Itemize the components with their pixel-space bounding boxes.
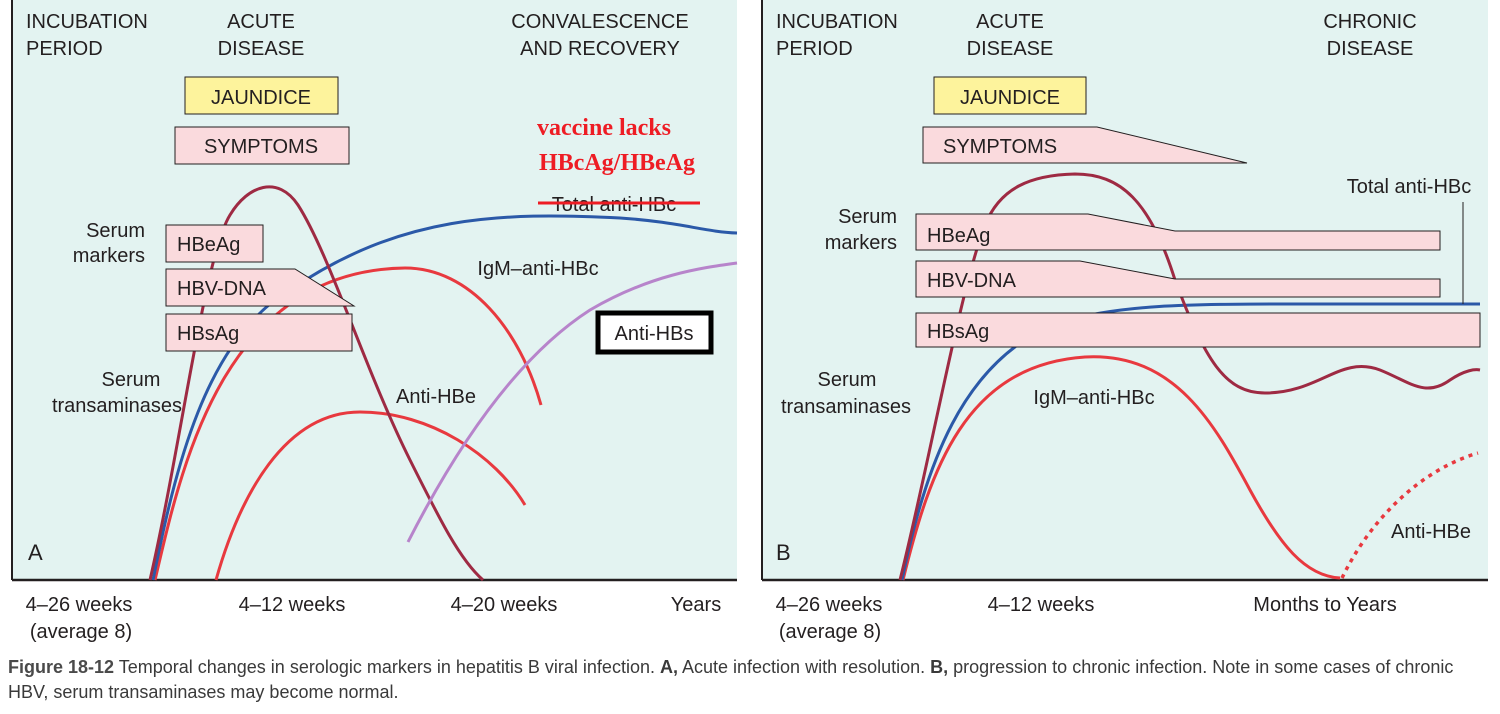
panel-b-incubation-line1: INCUBATION [776, 11, 898, 33]
caption-text-1: Temporal changes in serologic markers in… [114, 657, 660, 677]
panel-a-anti-hbs-curve [406, 261, 738, 543]
panel-a-symptoms-label: SYMPTOMS [204, 136, 318, 158]
panel-a-tick-years: Years [671, 594, 721, 616]
panel-a-serum-transaminases-line1: Serum [102, 369, 161, 391]
panel-a-total-anti-hbc-label: Total anti-HBc [552, 194, 677, 216]
caption-b-label: B, [930, 657, 949, 677]
panel-a-anti-hbe-curve [214, 410, 527, 581]
panel-a-hbeag-box [165, 224, 264, 263]
panel-a-annotation-line2: HBcAg/HBeAg [539, 150, 695, 176]
hbv-serology-figure: INCUBATION PERIOD ACUTE DISEASE CONVALES… [11, 0, 1488, 643]
panel-b-jaundice-label: JAUNDICE [960, 87, 1060, 109]
panel-a-annotation-line1: vaccine lacks [537, 115, 671, 141]
panel-a-anti-hbs-label: Anti-HBs [615, 323, 694, 345]
panel-b-hbv-dna-label: HBV-DNA [927, 270, 1017, 292]
panel-b-tick-incubation: 4–26 weeks [776, 594, 883, 616]
panel-b-chronic-line2: DISEASE [1327, 38, 1414, 60]
panel-a-hbv-dna-box [165, 268, 356, 307]
panel-b-incubation-line2: PERIOD [776, 38, 853, 60]
panel-b-tick-average: (average 8) [779, 621, 881, 643]
panel-b-igm-anti-hbc-curve [901, 355, 1341, 581]
panel-a-total-anti-hbc-curve [151, 214, 738, 581]
panel-b-acute-line2: DISEASE [967, 38, 1054, 60]
panel-a-jaundice-label: JAUNDICE [211, 87, 311, 109]
panel-a-letter: A [28, 540, 43, 565]
panel-b-hbeag-box [915, 213, 1441, 251]
panel-a-hbv-dna-label: HBV-DNA [177, 278, 267, 300]
panel-b-hbsag-label: HBsAg [927, 321, 989, 343]
caption-a-label: A, [659, 657, 678, 677]
panel-a-recovery-line1: CONVALESCENCE [511, 11, 688, 33]
panel-a-tick-average: (average 8) [30, 621, 132, 643]
panel-b-anti-hbe-label: Anti-HBe [1391, 521, 1471, 543]
panel-b-letter: B [776, 540, 791, 565]
panel-b-symptoms-label: SYMPTOMS [943, 136, 1057, 158]
panel-a-transaminases-curve [148, 185, 484, 582]
panel-a-tick-acute: 4–12 weeks [239, 594, 346, 616]
panel-b-tick-chronic: Months to Years [1253, 594, 1396, 616]
panel-a-hbsag-box [165, 313, 353, 352]
caption-text-2: Acute infection with resolution. [677, 657, 931, 677]
caption-figure-number: Figure 18-12 [8, 657, 115, 677]
panel-a-jaundice-box [184, 76, 339, 115]
panel-a-igm-anti-hbc-label: IgM–anti-HBc [477, 258, 598, 280]
panel-b-serum-transaminases-line1: Serum [818, 369, 877, 391]
panel-a-tick-incubation: 4–26 weeks [26, 594, 133, 616]
panel-a-acute-line2: DISEASE [218, 38, 305, 60]
panel-b-igm-anti-hbc-label: IgM–anti-HBc [1033, 387, 1154, 409]
panel-a-recovery-line2: AND RECOVERY [520, 38, 680, 60]
panel-b-symptoms-box [922, 126, 1248, 164]
panel-a-hbsag-label: HBsAg [177, 323, 239, 345]
panel-b-acute-line1: ACUTE [976, 11, 1044, 33]
panel-b-hbv-dna-box [915, 260, 1441, 298]
panel-b-hbsag-box [915, 312, 1481, 348]
panel-a-serum-markers-line2: markers [73, 245, 145, 267]
panel-b-hbeag-label: HBeAg [927, 225, 990, 247]
panel-b-serum-markers-line2: markers [825, 232, 897, 254]
panel-a-symptoms-box [174, 126, 350, 165]
panel-a-serum-markers-line1: Serum [86, 220, 145, 242]
panel-b-serum-markers-line1: Serum [838, 206, 897, 228]
panel-b-serum-transaminases-line2: transaminases [781, 396, 911, 418]
panel-a-incubation-line1: INCUBATION [26, 11, 148, 33]
panel-a-incubation-line2: PERIOD [26, 38, 103, 60]
panel-b-chronic-line1: CHRONIC [1323, 11, 1416, 33]
panel-b-total-anti-hbc-label: Total anti-HBc [1347, 176, 1472, 198]
panel-a-background [12, 0, 737, 580]
panel-a-serum-transaminases-line2: transaminases [52, 395, 182, 417]
caption-text-3: progression to chronic infection. Note i… [8, 657, 1454, 702]
panel-a-tick-recovery: 4–20 weeks [451, 594, 558, 616]
panel-b: INCUBATION PERIOD ACUTE DISEASE CHRONIC … [761, 0, 1488, 643]
panel-b-tick-acute: 4–12 weeks [988, 594, 1095, 616]
panel-a-acute-line1: ACUTE [227, 11, 295, 33]
figure-caption: Figure 18-12 Temporal changes in serolog… [8, 655, 1492, 705]
panel-a-anti-hbe-label: Anti-HBe [396, 386, 476, 408]
panel-a: INCUBATION PERIOD ACUTE DISEASE CONVALES… [11, 0, 738, 643]
panel-a-hbeag-label: HBeAg [177, 234, 240, 256]
panel-a-igm-anti-hbc-curve [153, 266, 543, 581]
panel-a-anti-hbs-box [595, 310, 714, 355]
panel-b-jaundice-box [933, 76, 1087, 115]
